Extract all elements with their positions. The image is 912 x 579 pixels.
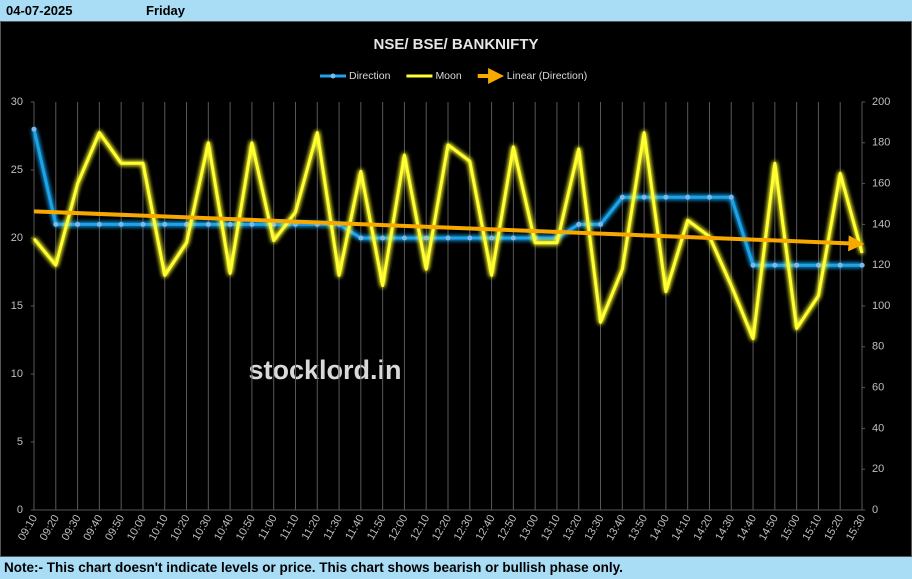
point	[227, 221, 233, 227]
point	[489, 235, 495, 241]
point	[598, 221, 604, 227]
point	[859, 262, 865, 268]
y2-tick-label: 20	[872, 463, 884, 475]
y2-tick-label: 40	[872, 422, 884, 434]
y2-tick-label: 100	[872, 300, 890, 312]
y2-tick-label: 180	[872, 137, 890, 149]
point	[750, 262, 756, 268]
point	[794, 262, 800, 268]
point	[184, 221, 190, 227]
point	[140, 221, 146, 227]
point	[75, 221, 81, 227]
y-tick-label: 10	[11, 368, 23, 380]
note: Note:- This chart doesn't indicate level…	[4, 560, 623, 575]
point	[467, 235, 473, 241]
y2-tick-label: 60	[872, 382, 884, 394]
point	[619, 194, 625, 200]
point	[685, 194, 691, 200]
point	[815, 262, 821, 268]
point	[205, 221, 211, 227]
point	[510, 235, 516, 241]
point	[271, 221, 277, 227]
point	[380, 235, 386, 241]
y-tick-label: 5	[17, 436, 23, 448]
note-bar: Note:- This chart doesn't indicate level…	[0, 557, 912, 579]
point	[358, 235, 364, 241]
y2-tick-label: 120	[872, 259, 890, 271]
plot: 09:1009:2009:3009:4009:5010:0010:1010:20…	[11, 96, 891, 543]
y2-tick-label: 0	[872, 504, 878, 516]
chart-title: NSE/ BSE/ BANKNIFTY	[373, 36, 538, 53]
point	[706, 194, 712, 200]
point	[445, 235, 451, 241]
point	[772, 262, 778, 268]
point	[118, 221, 124, 227]
y2-tick-label: 140	[872, 218, 890, 230]
header-bar: 04-07-2025 Friday	[0, 0, 912, 21]
legend-label: Linear (Direction)	[507, 70, 588, 82]
y2-tick-label: 80	[872, 341, 884, 353]
weekday: Friday	[146, 3, 186, 18]
trendline	[33, 209, 865, 252]
point	[728, 194, 734, 200]
point	[641, 194, 647, 200]
y-tick-label: 25	[11, 164, 23, 176]
point	[837, 262, 843, 268]
y-tick-label: 15	[11, 300, 23, 312]
y-tick-label: 0	[17, 504, 23, 516]
point	[53, 221, 59, 227]
point	[663, 194, 669, 200]
point	[162, 221, 168, 227]
point	[423, 235, 429, 241]
point	[96, 221, 102, 227]
date: 04-07-2025	[6, 3, 73, 18]
point	[31, 126, 37, 132]
point	[249, 221, 255, 227]
legend-label: Moon	[435, 70, 461, 82]
y-tick-label: 20	[11, 232, 23, 244]
series-line	[32, 131, 864, 341]
point	[576, 221, 582, 227]
watermark: stocklord.in	[248, 355, 401, 385]
chart: NSE/ BSE/ BANKNIFTY stocklord.in 09:1009…	[0, 21, 912, 557]
legend-marker	[330, 73, 336, 79]
y2-tick-label: 160	[872, 178, 890, 190]
point	[401, 235, 407, 241]
y2-tick-label: 200	[872, 96, 890, 108]
legend-label: Direction	[349, 70, 391, 82]
y-tick-label: 30	[11, 96, 23, 108]
